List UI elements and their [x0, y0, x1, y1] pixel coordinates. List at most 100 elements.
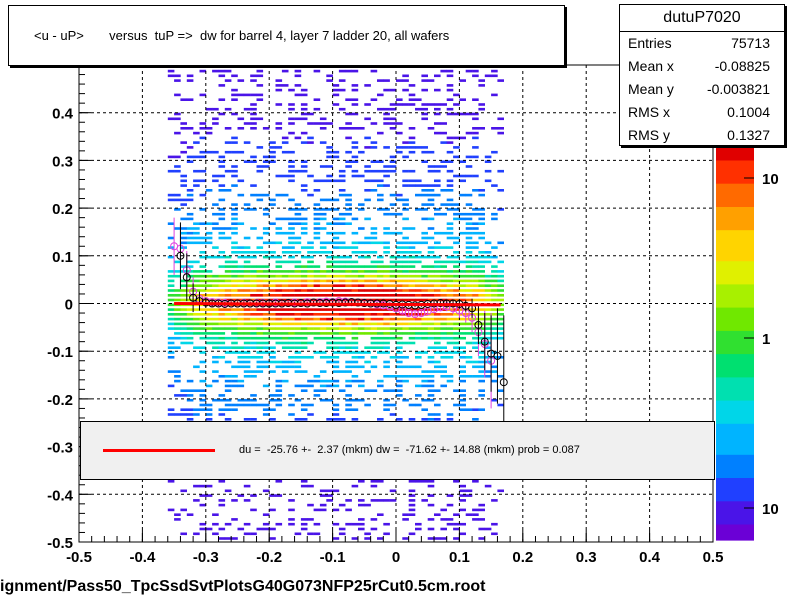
heatmap-cell [453, 236, 460, 240]
heatmap-cell [383, 241, 390, 245]
heatmap-cell [205, 336, 213, 340]
x-tick-label: 0 [392, 549, 400, 566]
heatmap-cell [250, 341, 257, 345]
heatmap-cell [300, 169, 308, 173]
heatmap-cell [193, 270, 200, 273]
heatmap-cell [218, 336, 226, 340]
heatmap-cell [174, 394, 181, 397]
heatmap-cell [300, 222, 308, 225]
heatmap-cell [402, 88, 409, 92]
heatmap-cell [465, 193, 473, 197]
heatmap-cell [243, 265, 251, 268]
heatmap-cell [370, 294, 378, 297]
heatmap-cell [370, 265, 378, 268]
heatmap-cell [180, 336, 187, 340]
heatmap-cell [237, 494, 245, 497]
heatmap-cell [427, 169, 435, 173]
heatmap-cell [415, 327, 422, 330]
heatmap-cell [351, 308, 359, 311]
heatmap-cell [434, 131, 441, 135]
heatmap-cell [212, 274, 219, 278]
heatmap-cell [237, 527, 245, 531]
heatmap-cell [174, 155, 181, 159]
heatmap-cell [478, 236, 485, 240]
color-scale-band [716, 346, 754, 355]
heatmap-cell [408, 241, 416, 245]
heatmap-cell [459, 260, 466, 264]
heatmap-cell [250, 508, 257, 512]
heatmap-cell [294, 203, 302, 206]
heatmap-cell [408, 503, 416, 507]
heatmap-cell [415, 480, 422, 483]
heatmap-cell [408, 341, 416, 345]
heatmap-cell [351, 537, 359, 540]
heatmap-cell [478, 231, 485, 235]
color-scale-band [716, 323, 754, 332]
heatmap-cell [402, 270, 409, 273]
heatmap-cell [370, 346, 378, 349]
heatmap-cell [396, 231, 403, 235]
heatmap-cell [491, 246, 498, 249]
heatmap-cell [421, 294, 428, 297]
heatmap-cell [218, 174, 226, 178]
heatmap-cell [377, 284, 384, 287]
heatmap-cell [275, 274, 283, 278]
heatmap-cell [332, 537, 340, 540]
heatmap-cell [231, 88, 238, 92]
heatmap-cell [465, 251, 473, 254]
heatmap-cell [205, 127, 213, 130]
heatmap-cell [275, 284, 283, 287]
heatmap-cell [338, 69, 346, 73]
heatmap-cell [256, 298, 264, 302]
heatmap-cell [472, 298, 479, 302]
heatmap-cell [243, 122, 251, 125]
heatmap-cell [231, 270, 238, 273]
heatmap-cell [243, 360, 251, 364]
heatmap-cell [275, 480, 283, 483]
heatmap-cell [465, 165, 473, 168]
heatmap-cell [326, 322, 333, 326]
heatmap-cell [383, 332, 390, 335]
heatmap-cell [497, 65, 504, 68]
heatmap-cell [345, 208, 352, 211]
heatmap-cell [408, 146, 416, 149]
heatmap-cell [446, 279, 454, 283]
color-scale-band [716, 431, 754, 440]
heatmap-cell [370, 484, 378, 488]
heatmap-cell [427, 184, 435, 187]
heatmap-cell [402, 317, 409, 321]
heatmap-cell [281, 322, 289, 326]
heatmap-cell [370, 327, 378, 330]
heatmap-cell [491, 217, 498, 221]
heatmap-cell [421, 203, 428, 206]
heatmap-cell [364, 84, 371, 87]
heatmap-cell [313, 375, 321, 378]
heatmap-cell [193, 184, 200, 187]
heatmap-cell [345, 198, 352, 202]
heatmap-cell [231, 241, 238, 245]
heatmap-cell [269, 294, 276, 297]
heatmap-cell [167, 274, 175, 278]
color-scale-band [716, 470, 754, 479]
heatmap-cell [351, 294, 359, 297]
heatmap-cell [218, 317, 226, 321]
heatmap-cell [186, 198, 194, 202]
heatmap-cell [288, 284, 295, 287]
heatmap-cell [383, 270, 390, 273]
heatmap-cell [281, 336, 289, 340]
heatmap-cell [358, 284, 365, 287]
heatmap-cell [364, 136, 371, 140]
heatmap-cell [269, 308, 276, 311]
heatmap-cell [313, 274, 321, 278]
heatmap-cell [402, 379, 409, 383]
heatmap-cell [307, 241, 314, 245]
heatmap-cell [351, 146, 359, 149]
heatmap-cell [459, 351, 466, 354]
heatmap-cell [313, 217, 321, 221]
stat-value: 0.1004 [727, 104, 770, 120]
heatmap-cell [250, 313, 257, 316]
color-scale-band [716, 253, 754, 262]
heatmap-cell [319, 208, 327, 211]
heatmap-cell [281, 274, 289, 278]
heatmap-cell [465, 69, 473, 73]
